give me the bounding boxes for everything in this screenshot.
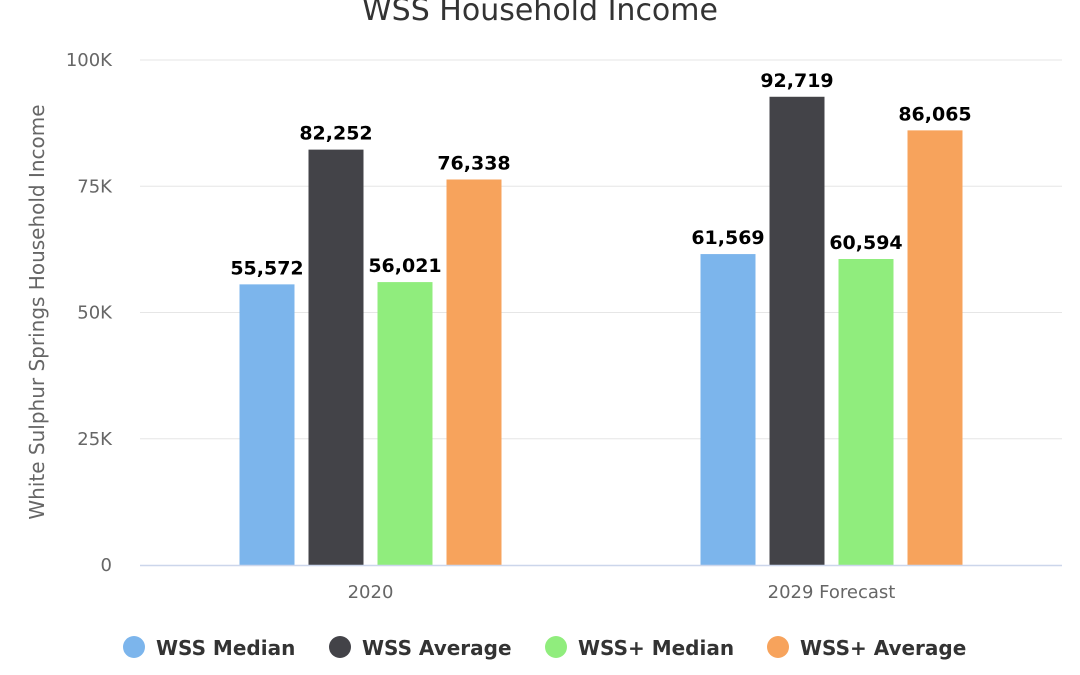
bars (239, 96, 963, 566)
data-label: 76,338 (437, 152, 510, 174)
y-tick-label: 100K (66, 50, 113, 71)
legend-label: WSS+ Average (800, 636, 966, 660)
legend-item-wss-median[interactable]: WSS Median (123, 636, 295, 660)
data-label: 92,719 (760, 70, 833, 92)
bar-wss-average-0 (308, 149, 364, 566)
y-tick-label: 25K (77, 429, 113, 450)
bar-wss-median-1 (700, 254, 756, 566)
legend-item-wss-average[interactable]: WSS+ Average (767, 636, 966, 660)
y-tick-label: 50K (77, 303, 113, 324)
y-tick-label: 75K (77, 176, 113, 197)
data-label: 60,594 (829, 232, 902, 254)
legend-label: WSS+ Median (578, 636, 734, 660)
y-axis-ticks: 0 25K 50K 75K 100K (66, 50, 113, 576)
legend-marker-icon (329, 636, 351, 658)
bar-wss-average-1 (907, 130, 963, 565)
legend-marker-icon (545, 636, 567, 658)
legend-item-wss-average[interactable]: WSS Average (329, 636, 512, 660)
bar-wss-average-0 (446, 179, 502, 565)
legend-label: WSS Median (156, 636, 295, 660)
data-label: 86,065 (898, 103, 971, 125)
y-tick-label: 0 (101, 555, 112, 576)
legend-label: WSS Average (362, 636, 512, 660)
x-category-label: 2029 Forecast (768, 582, 896, 603)
bar-wss-median-1 (838, 259, 894, 565)
data-label: 82,252 (299, 123, 372, 145)
y-axis-title: White Sulphur Springs Household Income (25, 104, 49, 519)
data-labels: 55,572 82,252 56,021 76,338 61,569 92,719 60,5… (230, 70, 971, 280)
legend-item-wss-median[interactable]: WSS+ Median (545, 636, 734, 660)
bar-wss-median-0 (377, 282, 433, 565)
x-axis: 2020 2029 Forecast (140, 564, 1062, 603)
legend-marker-icon (123, 636, 145, 658)
chart-title: WSS Household Income (362, 0, 718, 28)
data-label: 61,569 (691, 227, 764, 249)
data-label: 56,021 (368, 255, 441, 277)
bar-wss-median-0 (239, 284, 295, 565)
data-label: 55,572 (230, 257, 303, 279)
legend-marker-icon (767, 636, 789, 658)
legend[interactable]: WSS Median WSS Average WSS+ Median WSS+ Ave… (123, 636, 966, 660)
x-category-label: 2020 (348, 582, 394, 603)
bar-wss-average-1 (769, 96, 825, 566)
